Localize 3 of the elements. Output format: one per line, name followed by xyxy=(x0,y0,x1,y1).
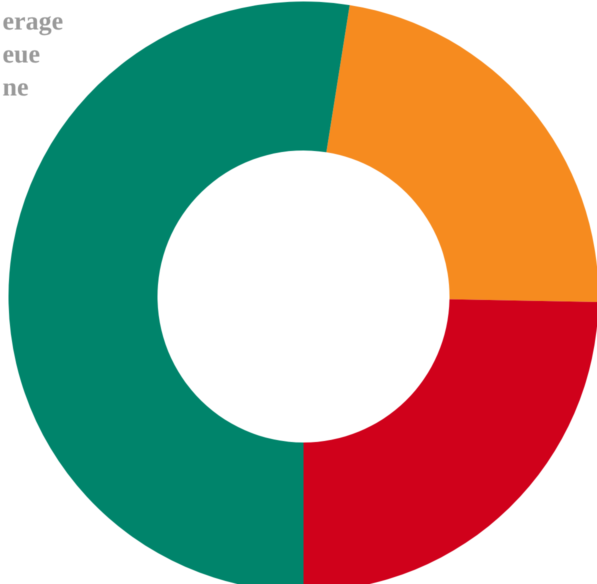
text: ne xyxy=(2,72,28,102)
text: eue xyxy=(2,40,40,68)
text: erage xyxy=(2,6,64,36)
